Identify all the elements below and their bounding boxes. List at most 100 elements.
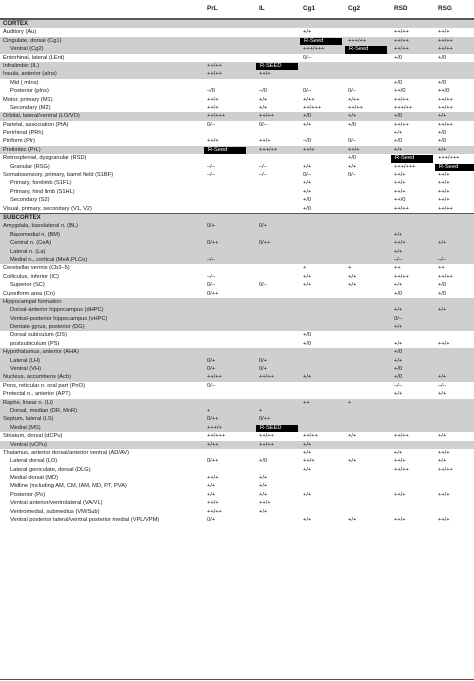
table-cell: +/0 (348, 121, 357, 128)
table-cell: ++/+++ (303, 104, 322, 111)
region-label: Pretectal n., anterior (APT) (3, 391, 71, 398)
region-label: Auditory (Au) (3, 29, 37, 36)
table-cell: +++/+++ (438, 155, 460, 162)
table-row: Ventral (VH) 0/+ 0/+ +/0 (0, 365, 474, 374)
table-cell: ++/++ (394, 29, 409, 36)
table-cell: +/+ (259, 483, 268, 490)
region-label: Ventral-posterior hippocampus (vHPC) (10, 315, 108, 322)
table-cell-seed: R-Seed (204, 146, 246, 155)
region-label: Visual, primary, secondary (V1, V2) (3, 205, 92, 212)
table-cell: +/0 (394, 138, 403, 145)
table-cell: +/+ (348, 273, 357, 280)
table-cell: + (207, 407, 211, 414)
table-cell: 0/++ (207, 290, 219, 297)
table-bottom-rule (0, 679, 474, 680)
table-cell: +++/++ (348, 37, 367, 44)
table-row: Lateral geniculate, dorsal (DLG) +/+ ++/++… (0, 466, 474, 474)
table-cell: +/+ (259, 491, 268, 498)
table-cell: ++/++ (438, 46, 453, 53)
region-label: Lateral dorsal (LD) (10, 458, 58, 465)
seed-badge: R-Seed (300, 37, 342, 46)
table-cell: +++/+++ (303, 46, 325, 53)
region-label: Posterior (Po) (10, 491, 46, 498)
table-cell: +++/+++ (394, 163, 416, 170)
table-body: CORTEX Auditory (Au) +/+ ++/++ ++/+ Cingulate… (0, 19, 474, 524)
table-row: Cuneiform area (Cn) 0/++ +/0 +/0 (0, 290, 474, 298)
table-cell: +/0 (394, 374, 403, 381)
table-cell: –/– (394, 382, 402, 389)
table-cell: ++/+++ (207, 433, 226, 440)
table-cell: 0/++ (207, 240, 219, 247)
table-cell: ++/++ (207, 71, 222, 78)
seed-badge: R-Seed (345, 46, 387, 54)
table-cell: +/0 (394, 349, 403, 356)
table-row: Colliculus, inferior (IC) –/– +/+ +/+ ++/++ +… (0, 273, 474, 281)
table-cell: ++/0 (394, 197, 406, 204)
table-row: Central n. (CeA) 0/++ 0/++ ++/+ +/+ (0, 239, 474, 248)
region-label: Somatosensory, primary, barrel field (S1… (3, 172, 114, 179)
region-label: Insula, anterior (aIns) (3, 71, 57, 78)
table-cell: ++/++ (394, 466, 409, 473)
table-cell: 0/– (348, 138, 356, 145)
table-cell-seed: R-Seed (300, 37, 342, 46)
table-cell: ++/+ (438, 340, 450, 347)
region-label: Raphe, linear n. (Li) (3, 399, 53, 406)
column-header-rsd: RSD (394, 5, 408, 12)
table-cell: +/0 (438, 130, 447, 137)
table-cell: ++/+ (394, 458, 406, 465)
table-cell: +/+ (394, 324, 403, 331)
region-label: Colliculus, inferior (IC) (3, 273, 59, 280)
column-header-rsg: RSG (438, 5, 452, 12)
table-cell: ++/++ (394, 205, 409, 212)
table-cell: –/– (207, 273, 215, 280)
table-row: Medial (MS) +++/+ R-SEED (0, 423, 474, 433)
region-label: Granular (RSG) (10, 163, 50, 170)
seed-badge: R-Seed (204, 146, 246, 155)
region-label: Cuneiform area (Cn) (3, 290, 55, 297)
table-row: Parietal, association (PtA) 0/– 0/– +/+ +/0 +… (0, 121, 474, 129)
table-cell: +/+ (394, 248, 403, 255)
table-cell-seed: R-Seed (435, 163, 474, 172)
table-row: Ventral (Cg2) +++/+++ R-Seed ++/++ ++/++ (0, 45, 474, 54)
table-cell: +/+ (438, 146, 447, 153)
table-cell: ++/++ (438, 96, 453, 103)
table-cell: +/+ (394, 146, 403, 153)
table-cell: +/+ (394, 130, 403, 137)
table-cell: ++/0 (438, 88, 450, 95)
region-label: Posterior (pIns) (10, 88, 49, 95)
region-label: Lateral (LH) (10, 357, 41, 364)
table-row: Hypothalamus, anterior (AHA) +/0 (0, 348, 474, 357)
table-cell: 0/++ (259, 240, 271, 247)
table-cell: –/– (207, 256, 215, 263)
table-cell: +/+ (303, 441, 312, 448)
table-row: Pons, reticular n. oral part (PnO) 0/– –/–… (0, 382, 474, 390)
table-cell: +/++ (348, 96, 360, 103)
table-cell: ++/++ (348, 104, 363, 111)
table-cell: ++/+ (259, 138, 271, 145)
region-label: Medial (MS) (10, 424, 41, 431)
table-cell: +/+ (303, 180, 312, 187)
column-header-prl: PrL (207, 5, 218, 12)
seed-badge: R-SEED (256, 62, 298, 71)
table-cell: +/+ (303, 29, 312, 36)
region-label: Ventral posterior lateral/ventral poster… (10, 517, 160, 524)
table-cell: +/+ (259, 508, 268, 515)
table-cell: +/+ (348, 433, 357, 440)
table-row: Dorsal, median (DR, MnR) + + (0, 406, 474, 416)
table-cell: + (259, 407, 263, 414)
table-row: Primary, hind limb (S1HL) +/+ ++/+ ++/+ (0, 188, 474, 196)
table-cell: +/+ (438, 433, 447, 440)
region-label: Orbital, lateral/ventral (LO/VO) (3, 113, 80, 120)
region-label: Nucleus, accumbens (Acb) (3, 374, 71, 381)
table-cell: +/+ (438, 307, 447, 314)
region-label: Cingulate, dorsal (Cg1) (3, 37, 62, 44)
table-cell: +/+ (303, 282, 312, 289)
table-cell: 0/– (207, 382, 215, 389)
table-cell: +/+ (394, 282, 403, 289)
region-label: Secondary (M2) (10, 104, 51, 111)
table-cell: 0/+ (259, 366, 268, 373)
region-label: Piriform (Pir) (3, 138, 35, 145)
table-cell: +/+ (303, 273, 312, 280)
table-row: Orbital, lateral/ventral (LO/VO) ++/+++ ++… (0, 112, 474, 121)
table-cell: ++/+ (348, 146, 360, 153)
